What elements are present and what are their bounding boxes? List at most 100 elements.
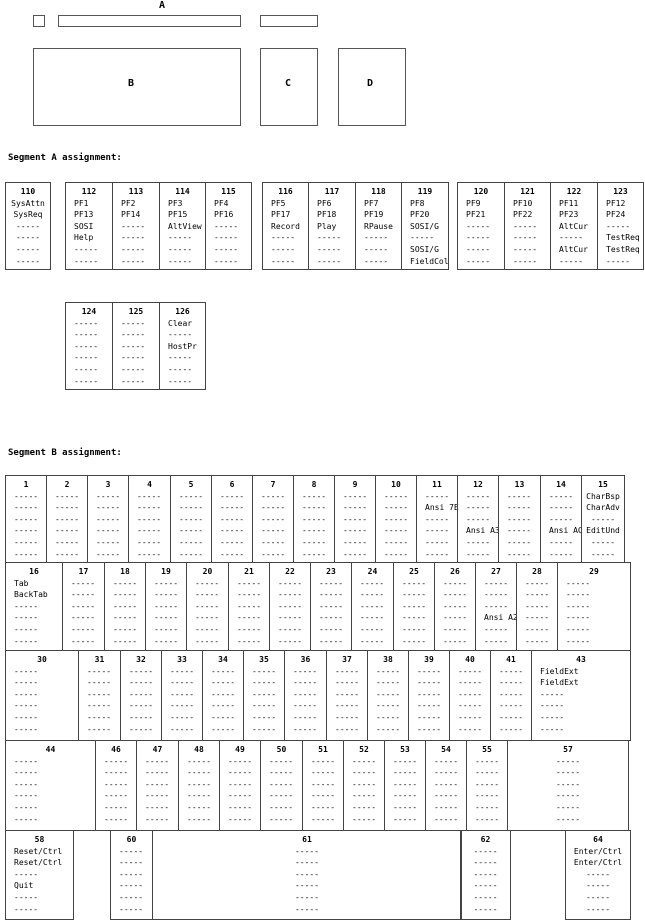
key-35: 35 ----- ----- ----- ----- ----- ----- [243,650,285,741]
key-number: 11 [432,480,442,489]
key-assignment: PF5 [271,198,286,208]
key-assignment: ----- [252,712,277,722]
key-assignment: ----- [566,613,591,623]
key-assignment: ----- [384,549,409,559]
key-assignment: Reset/Ctrl [14,858,63,868]
key-assignment: ----- [119,869,144,879]
key-4: 4 ----- ----- ----- ----- ----- ----- [128,475,171,563]
key-assignment: ----- [549,514,574,524]
key-8: 8 ----- ----- ----- ----- ----- ----- [293,475,335,563]
key-assignment: ----- [55,537,80,547]
key-assignment: PF8 [410,198,425,208]
key-number: 10 [391,480,401,489]
segment-a-small-key [33,15,45,27]
key-assignment: ----- [302,537,327,547]
key-assignment: ----- [393,756,418,766]
key-assignment: SOSI/G [410,221,439,231]
key-23: 23 ----- ----- ----- ----- ----- ----- [310,562,352,651]
key-assignment: ----- [119,846,144,856]
key-assignment: CharBsp [586,491,620,501]
key-assignment: ----- [402,590,427,600]
key-number: 49 [235,745,245,754]
key-assignment: ----- [154,601,179,611]
key-assignment: PF4 [214,198,229,208]
key-assignment: ----- [294,881,320,891]
segment-b-block [33,48,241,126]
key-assignment: ----- [74,244,99,254]
key-assignment: ----- [278,613,303,623]
key-assignment: ----- [220,549,245,559]
key-assignment: ----- [434,814,459,824]
key-assignment: ----- [129,712,154,722]
key-36: 36 ----- ----- ----- ----- ----- ----- [284,650,327,741]
key-assignment: ----- [129,701,154,711]
key-assignment: ----- [15,244,41,254]
key-assignment: ----- [74,364,99,374]
key-number: 36 [300,655,311,664]
key-assignment: ----- [434,791,459,801]
key-assignment: ----- [393,768,418,778]
key-53: 53 ----- ----- ----- ----- ----- ----- [384,740,426,831]
key-assignment: ----- [14,678,39,688]
key-assignment: ----- [220,537,245,547]
key-assignment: ----- [443,636,468,646]
key-15: 15 CharBsp CharAdv ----- EditUnd ----- ----- [581,475,625,563]
key-assignment: ----- [319,590,344,600]
key-assignment: ----- [271,233,296,243]
key-assignment: ----- [364,244,389,254]
key-assignment: ----- [507,549,532,559]
key-assignment: ----- [566,601,591,611]
key-assignment: ----- [14,756,39,766]
key-assignment: ----- [302,503,327,513]
key-assignment: ----- [278,578,303,588]
key-assignment: ----- [14,537,39,547]
key-assignment: ----- [187,756,212,766]
key-number: 15 [598,480,608,489]
key-assignment: ----- [170,712,195,722]
key-assignment: ----- [513,244,538,254]
key-assignment: ----- [559,256,584,266]
key-assignment: ----- [104,779,129,789]
key-assignment: ----- [14,814,39,824]
key-assignment: PF12 [606,198,626,208]
key-assignment: ----- [14,791,39,801]
key-assignment: ----- [585,869,611,879]
segment-d-label: D [367,78,374,89]
key-assignment: ----- [137,514,162,524]
key-assignment: ----- [179,549,204,559]
key-assignment: ----- [195,590,220,600]
key-115: 115 PF4 PF16 ----- ----- ----- ----- [205,182,252,270]
key-assignment: ----- [417,724,442,734]
key-assignment: ----- [566,636,591,646]
key-number: 51 [318,745,328,754]
key-assignment: ----- [278,636,303,646]
key-assignment: ----- [540,724,565,734]
key-number: 64 [593,835,603,844]
key-assignment: ----- [55,491,80,501]
key-118: 118 PF7 PF19 RPause ----- ----- ----- [355,182,402,270]
key-assignment: ----- [214,221,239,231]
key-number: 62 [480,835,491,844]
key-assignment: ----- [269,756,294,766]
key-number: 54 [441,745,451,754]
key-24: 24 ----- ----- ----- ----- ----- ----- [351,562,394,651]
key-assignment: ----- [293,712,318,722]
key-number: 114 [175,187,190,196]
key-61: 61 ----- ----- ----- ----- ----- ----- [152,830,462,920]
key-assignment: ----- [87,724,112,734]
key-assignment: ----- [360,578,385,588]
key-number: 26 [450,567,460,576]
key-assignment: ----- [104,814,129,824]
key-assignment: ----- [466,503,491,513]
key-assignment: ----- [311,768,336,778]
key-assignment: ----- [513,221,538,231]
key-assignment: ----- [376,689,401,699]
key-assignment: ----- [319,636,344,646]
key-assignment: ----- [154,613,179,623]
key-assignment: ----- [499,724,524,734]
key-assignment: ----- [393,791,418,801]
key-assignment: PF15 [168,210,188,220]
key-54: 54 ----- ----- ----- ----- ----- ----- [425,740,467,831]
key-assignment: PF22 [513,210,533,220]
key-assignment: ----- [466,514,491,524]
